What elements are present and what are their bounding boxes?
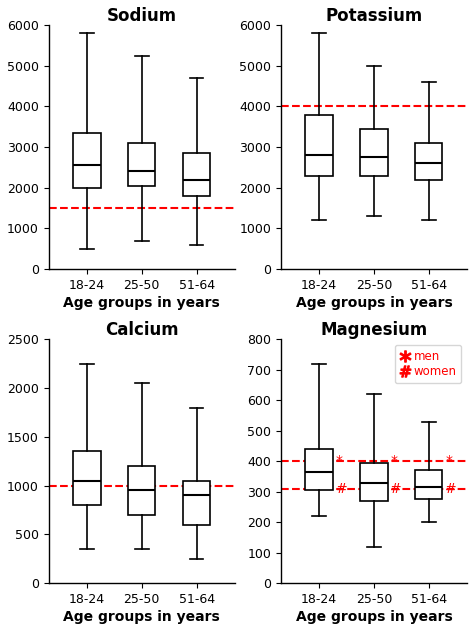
X-axis label: Age groups in years: Age groups in years xyxy=(296,296,452,310)
PathPatch shape xyxy=(305,115,333,175)
PathPatch shape xyxy=(183,481,210,524)
PathPatch shape xyxy=(73,451,100,505)
PathPatch shape xyxy=(73,133,100,188)
Text: #: # xyxy=(445,481,457,495)
PathPatch shape xyxy=(128,143,155,186)
PathPatch shape xyxy=(360,129,388,175)
PathPatch shape xyxy=(305,449,333,490)
PathPatch shape xyxy=(360,463,388,501)
Text: #: # xyxy=(391,481,402,495)
Title: Potassium: Potassium xyxy=(325,7,422,25)
PathPatch shape xyxy=(415,470,442,499)
Legend: men, women: men, women xyxy=(394,345,461,383)
X-axis label: Age groups in years: Age groups in years xyxy=(64,296,220,310)
Title: Magnesium: Magnesium xyxy=(320,321,428,339)
PathPatch shape xyxy=(128,466,155,515)
Title: Calcium: Calcium xyxy=(105,321,179,339)
X-axis label: Age groups in years: Age groups in years xyxy=(64,610,220,624)
PathPatch shape xyxy=(183,153,210,196)
Text: #: # xyxy=(336,481,347,495)
PathPatch shape xyxy=(415,143,442,180)
Text: *: * xyxy=(391,454,397,468)
Text: *: * xyxy=(445,454,452,468)
Title: Sodium: Sodium xyxy=(107,7,177,25)
Text: *: * xyxy=(336,454,343,468)
X-axis label: Age groups in years: Age groups in years xyxy=(296,610,452,624)
